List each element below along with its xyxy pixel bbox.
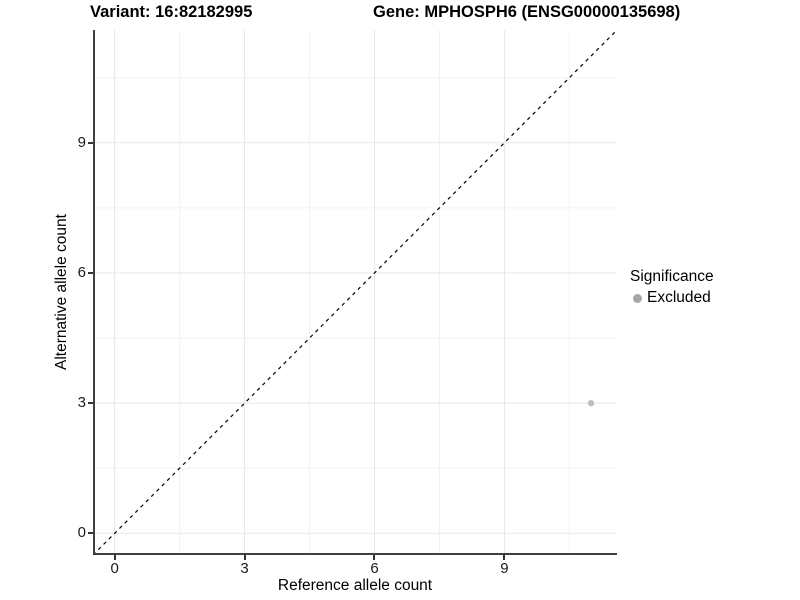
x-tick-mark <box>503 555 506 560</box>
x-tick-label: 3 <box>240 560 249 577</box>
y-tick-label: 9 <box>77 133 86 151</box>
y-tick-mark <box>88 532 93 535</box>
x-axis-title: Reference allele count <box>277 577 433 594</box>
x-tick-mark <box>113 555 116 560</box>
legend-title: Significance <box>630 268 714 285</box>
legend-item-excluded: Excluded <box>633 289 714 307</box>
plot-title-variant: Variant: 16:82182995 <box>90 3 253 21</box>
x-tick-label: 0 <box>110 560 119 577</box>
x-tick-mark <box>373 555 376 560</box>
y-tick-label: 3 <box>77 394 86 412</box>
data-point <box>587 399 595 407</box>
plot-panel <box>93 30 617 555</box>
y-axis-title: Alternative allele count <box>53 214 70 370</box>
y-tick-label: 6 <box>77 263 86 281</box>
y-tick-mark <box>88 402 93 405</box>
legend-item-label: Excluded <box>647 289 711 306</box>
y-tick-mark <box>88 141 93 144</box>
legend-key-dot <box>633 293 642 303</box>
y-tick-label: 0 <box>77 524 86 542</box>
x-tick-mark <box>243 555 246 560</box>
x-tick-label: 6 <box>370 560 379 577</box>
y-tick-mark <box>88 271 93 274</box>
x-tick-label: 9 <box>500 560 509 577</box>
plot-title-gene: Gene: MPHOSPH6 (ENSG00000135698) <box>373 3 681 21</box>
identity-dashed-line <box>93 30 617 555</box>
legend: Significance Excluded <box>630 268 714 307</box>
